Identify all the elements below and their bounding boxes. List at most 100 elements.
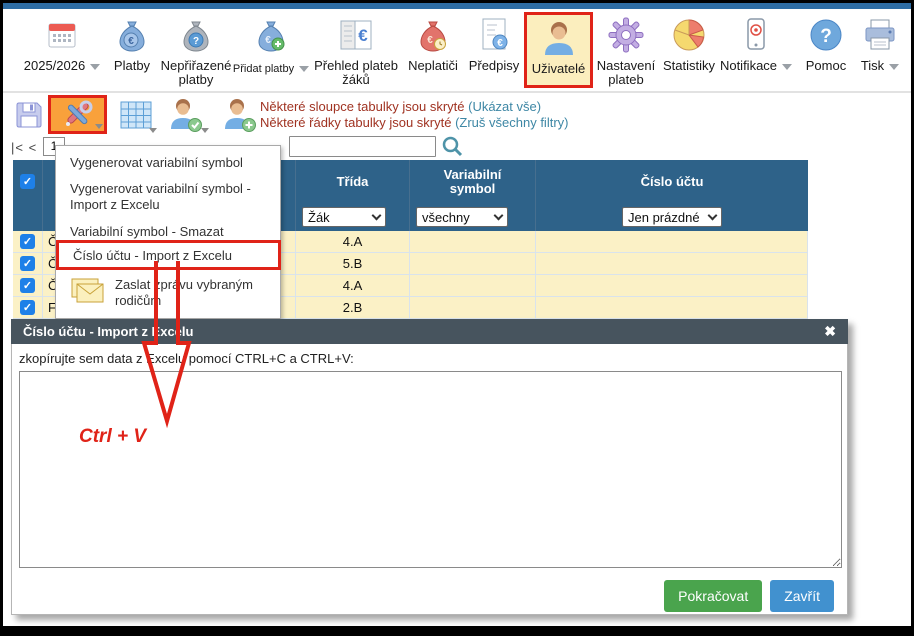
notice-text: Některé sloupce tabulky jsou skryté (260, 99, 469, 114)
toolbar-item-school-year[interactable]: 2025/2026 (21, 14, 103, 90)
chevron-down-icon (707, 210, 718, 220)
menu-item-cislo-uctu-import[interactable]: Číslo účtu - Import z Excelu (73, 247, 232, 263)
toolbar-item-pomoc[interactable]: ? Pomoc (797, 14, 855, 90)
toolbar-label: 2025/2026 (23, 58, 86, 73)
user-add-button[interactable] (216, 95, 264, 135)
dropdown-arrow-icon (782, 63, 793, 70)
svg-text:€: € (497, 38, 503, 49)
toolbar-label: Přehled plateb žáků (314, 58, 398, 87)
dropdown-arrow-icon (149, 128, 157, 133)
table-notices: Některé sloupce tabulky jsou skryté (Uká… (260, 99, 568, 131)
hidden-columns-notice: Některé sloupce tabulky jsou skryté (Uká… (260, 99, 568, 115)
toolbar-label: Platby (113, 58, 151, 73)
top-accent-bar (3, 3, 911, 9)
menu-item-zaslat-zpravu[interactable]: Zaslat zprávu vybraným rodičům (70, 277, 272, 309)
toolbar-item-platby[interactable]: € Platby (103, 14, 161, 90)
gear-icon (607, 14, 645, 56)
first-page-button[interactable]: |< (11, 140, 24, 155)
svg-text:?: ? (193, 36, 199, 47)
student-name-cell: F (43, 297, 296, 318)
select-all-checkbox[interactable] (20, 174, 35, 189)
tools-dropdown-menu: Vygenerovat variabilní symbol Vygenerova… (55, 145, 281, 319)
cislo-uctu-cell (536, 231, 808, 252)
pie-chart-icon (670, 14, 708, 56)
dropdown-arrow-icon (889, 63, 900, 70)
toolbar-item-neprirazene-platby[interactable]: ? Nepřiřazené platby (153, 14, 239, 90)
cislo-uctu-cell (536, 253, 808, 274)
toolbar-item-prehled-plateb[interactable]: € Přehled plateb žáků (311, 14, 401, 90)
hidden-rows-notice: Některé řádky tabulky jsou skryté (Zruš … (260, 115, 568, 131)
paste-data-textarea[interactable] (19, 371, 842, 568)
dialog-body: zkopírujte sem data z Excelu pomocí CTRL… (11, 344, 848, 615)
menu-item-vs-smazat[interactable]: Variabilní symbol - Smazat (70, 224, 224, 239)
save-button[interactable] (11, 95, 47, 135)
trida-cell: 2.B (296, 297, 410, 318)
search-input[interactable] (289, 136, 436, 157)
tools-menu-button[interactable] (48, 95, 107, 134)
row-checkbox[interactable] (20, 234, 35, 249)
svg-text:€: € (265, 35, 271, 46)
dropdown-arrow-icon (95, 124, 103, 129)
row-checkbox[interactable] (20, 300, 35, 315)
dropdown-arrow-icon (90, 63, 101, 70)
trida-cell: 4.A (296, 231, 410, 252)
toolbar-item-nastaveni-plateb[interactable]: Nastavení plateb (595, 14, 657, 90)
user-check-icon (171, 99, 202, 132)
toolbar-item-predpisy[interactable]: € Předpisy (463, 14, 525, 90)
toolbar-label: Přidat platby (232, 63, 295, 75)
trida-cell: 5.B (296, 253, 410, 274)
toolbar-item-uzivatele[interactable]: Uživatelé (524, 12, 593, 88)
dialog-instruction: zkopírujte sem data z Excelu pomocí CTRL… (19, 351, 354, 366)
variabilni-symbol-cell (410, 275, 536, 296)
user-icon (540, 17, 578, 59)
toolbar-separator (3, 91, 911, 93)
toolbar-item-notifikace[interactable]: Notifikace (715, 14, 797, 90)
trida-cell: 4.A (296, 275, 410, 296)
column-header-variabilni-symbol: Variabilní symbol (443, 166, 502, 196)
money-bag-red-icon: € (415, 14, 451, 56)
variabilni-symbol-filter-select[interactable]: všechny (416, 207, 508, 227)
continue-button[interactable]: Pokračovat (664, 580, 763, 612)
row-checkbox[interactable] (20, 278, 35, 293)
money-bag-question-icon: ? (178, 14, 214, 56)
toolbar-item-statistiky[interactable]: Statistiky (657, 14, 721, 90)
close-button[interactable]: Zavřít (770, 580, 834, 612)
svg-text:€: € (358, 26, 368, 45)
toolbar-item-neplatici[interactable]: € Neplatiči (401, 14, 465, 90)
prev-page-button[interactable]: < (28, 140, 38, 155)
svg-text:€: € (128, 36, 134, 47)
money-bag-blue-icon: € (114, 14, 150, 56)
toolbar-label: Nepřiřazené platby (160, 58, 232, 87)
tools-icon (65, 100, 92, 126)
money-bag-add-icon: € (253, 14, 289, 56)
toolbar-item-tisk[interactable]: Tisk (849, 14, 911, 90)
toolbar-label: Uživatelé (531, 61, 586, 76)
grid-icon (120, 101, 152, 129)
notice-text: Některé řádky tabulky jsou skryté (260, 115, 456, 130)
highlight-box-menu-item: Číslo účtu - Import z Excelu (56, 240, 281, 270)
search-icon[interactable] (441, 135, 464, 158)
book-euro-icon: € (336, 14, 376, 56)
show-all-columns-link[interactable]: (Ukázat vše) (468, 99, 542, 114)
cislo-uctu-filter-select[interactable]: Jen prázdné (622, 207, 722, 227)
variabilni-symbol-cell (410, 231, 536, 252)
toolbar-label: Statistiky (662, 58, 715, 73)
question-circle-icon: ? (807, 14, 845, 56)
variabilni-symbol-cell (410, 253, 536, 274)
user-add-icon (225, 99, 256, 132)
toolbar-item-pridat-platby[interactable]: € Přidat platby (229, 14, 313, 90)
floppy-icon (16, 102, 42, 128)
menu-item-vygenerovat-vs[interactable]: Vygenerovat variabilní symbol (70, 155, 243, 170)
close-icon[interactable]: ✖ (824, 323, 836, 339)
clear-filters-link[interactable]: (Zruš všechny filtry) (455, 115, 569, 130)
row-checkbox[interactable] (20, 256, 35, 271)
import-dialog: Číslo účtu - Import z Excelu ✖ zkopírujt… (11, 319, 848, 615)
user-confirm-button[interactable] (162, 95, 210, 135)
menu-item-vygenerovat-vs-import[interactable]: Vygenerovat variabilní symbol - Import z… (70, 181, 251, 212)
svg-text:?: ? (820, 26, 832, 47)
student-name-cell: Č (43, 253, 296, 274)
cislo-uctu-cell (536, 275, 808, 296)
toolbar-label: Neplatiči (408, 58, 458, 73)
trida-filter-select[interactable]: Žák (302, 207, 386, 227)
columns-button[interactable] (114, 95, 158, 135)
